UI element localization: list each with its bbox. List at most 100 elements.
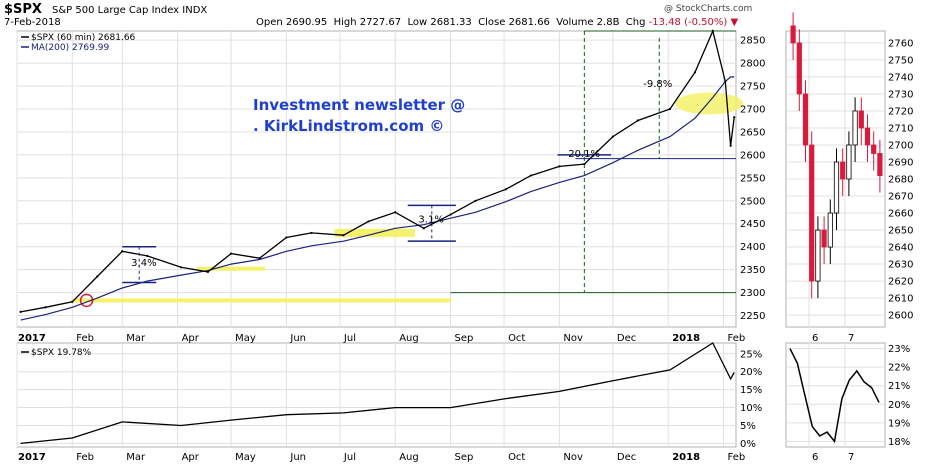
price-point (668, 107, 672, 111)
candle-body (846, 144, 852, 180)
candle-body (827, 212, 833, 248)
lower-y-tick: 5% (740, 421, 756, 432)
price-point (422, 227, 425, 230)
candle-body (871, 144, 877, 154)
main-x-tick: 2018 (672, 333, 700, 344)
main-x-tick: Oct (508, 333, 525, 344)
lower-y-tick: 0% (740, 439, 756, 450)
main-x-tick: Nov (563, 333, 583, 344)
intraday-lower-y-tick: 21% (888, 381, 910, 392)
intraday-lower-frame (785, 342, 886, 448)
support-bar (334, 228, 415, 237)
main-x-tick: Jun (289, 333, 306, 344)
price-point (394, 211, 397, 214)
main-x-tick: Feb (76, 333, 94, 344)
price-point (44, 306, 47, 309)
candle-body (821, 229, 827, 248)
main-x-tick: Apr (182, 333, 200, 344)
legend: $SPX (60 min) 2681.66 MA(200) 2769.99 $S… (21, 33, 136, 358)
intraday-y-tick: 2600 (888, 311, 913, 322)
main-y-tick: 2350 (740, 265, 765, 276)
candle-body (796, 42, 802, 95)
main-x-tick: Aug (399, 333, 419, 344)
main-y-tick: 2800 (740, 59, 765, 70)
ad-line-1: Investment newsletter @ (253, 96, 465, 114)
candle-body (864, 127, 871, 146)
copyright: @ StockCharts.com (664, 4, 753, 14)
intraday-lower-y-tick: 23% (888, 344, 910, 355)
price-point (229, 252, 233, 255)
lower-x-tick: Feb (76, 452, 94, 463)
lower-y-tick: 10% (740, 403, 762, 414)
candle-body (840, 161, 846, 180)
quote-bar: Open 2690.95 High 2727.67 Low 2681.33 Cl… (256, 17, 739, 28)
series-lower-pct (20, 342, 735, 445)
price-point (724, 80, 727, 83)
lower-x-tick: 2017 (18, 452, 46, 463)
intraday-y-tick: 2660 (888, 209, 913, 220)
intraday-y-tick: 2740 (888, 72, 913, 83)
main-x-tick: May (235, 333, 256, 344)
intraday-lower-y-tick: 20% (888, 400, 910, 411)
price-point (258, 257, 261, 260)
intraday-y-tick: 2760 (888, 38, 913, 49)
main-y-tick: 2450 (740, 219, 765, 230)
main-y-tick: 2550 (740, 173, 765, 184)
legend-lower-label: $SPX 19.78% (31, 348, 92, 358)
intraday-y-tick: 2750 (888, 55, 913, 66)
lower-x-tick: Mar (126, 452, 146, 463)
lower-x-tick: 2018 (672, 452, 700, 463)
price-point (19, 310, 22, 313)
intraday-lower-y-tick: 18% (888, 437, 910, 448)
support-bar (197, 266, 265, 271)
lower-x-tick: Nov (563, 452, 583, 463)
legend-ma-label: MA(200) 2769.99 (31, 43, 109, 53)
intraday-y-tick: 2630 (888, 260, 913, 271)
candle-body (877, 153, 883, 176)
price-point (285, 236, 288, 239)
lower-x-tick: Sep (455, 452, 474, 463)
price-point (121, 250, 124, 253)
support-bar (72, 298, 451, 303)
annotation-a1: 3.4% (131, 258, 156, 269)
price-point (180, 266, 183, 269)
main-x-tick: Dec (617, 333, 636, 344)
candle-body (815, 229, 821, 282)
main-x-tick: Mar (126, 333, 146, 344)
series-price (20, 28, 735, 313)
main-x-tick: Jul (343, 333, 356, 344)
symbol: $SPX (4, 2, 42, 17)
lower-y-tick: 25% (740, 349, 762, 360)
lower-x-tick: Oct (508, 452, 525, 463)
main-x-tick: Sep (455, 333, 474, 344)
intraday-lower-x-tick: 7 (848, 452, 854, 463)
intraday-y-tick: 2640 (888, 243, 913, 254)
price-point (558, 165, 561, 168)
intraday-y-tick: 2610 (888, 294, 913, 305)
price-point (729, 144, 732, 147)
annotation-a4: -9.8% (643, 79, 672, 90)
price-point (474, 199, 477, 202)
main-y-tick: 2850 (740, 36, 765, 47)
price-point (71, 300, 74, 303)
symbol-name: S&P 500 Large Cap Index INDX (52, 5, 208, 16)
price-point (449, 213, 452, 216)
price-point (96, 275, 99, 278)
main-y-tick: 2750 (740, 82, 765, 93)
main-y-tick: 2700 (740, 105, 765, 116)
intraday-x-tick: 7 (848, 333, 854, 344)
lower-panel-frame (16, 342, 737, 448)
price-point (342, 234, 345, 237)
highlight-ellipse (675, 92, 744, 115)
legend-price-label: $SPX (60 min) 2681.66 (31, 33, 136, 43)
lower-x-tick: May (235, 452, 256, 463)
intraday-y-tick: 2680 (888, 175, 913, 186)
main-x-tick: Feb (728, 333, 746, 344)
intraday-y-tick: 2720 (888, 106, 913, 117)
annotation-a3: 20.1% (568, 149, 600, 160)
price-point (693, 71, 697, 74)
lower-x-tick: Jun (289, 452, 306, 463)
intraday-lower-y-tick: 19% (888, 418, 910, 429)
intraday-y-tick: 2690 (888, 157, 913, 168)
